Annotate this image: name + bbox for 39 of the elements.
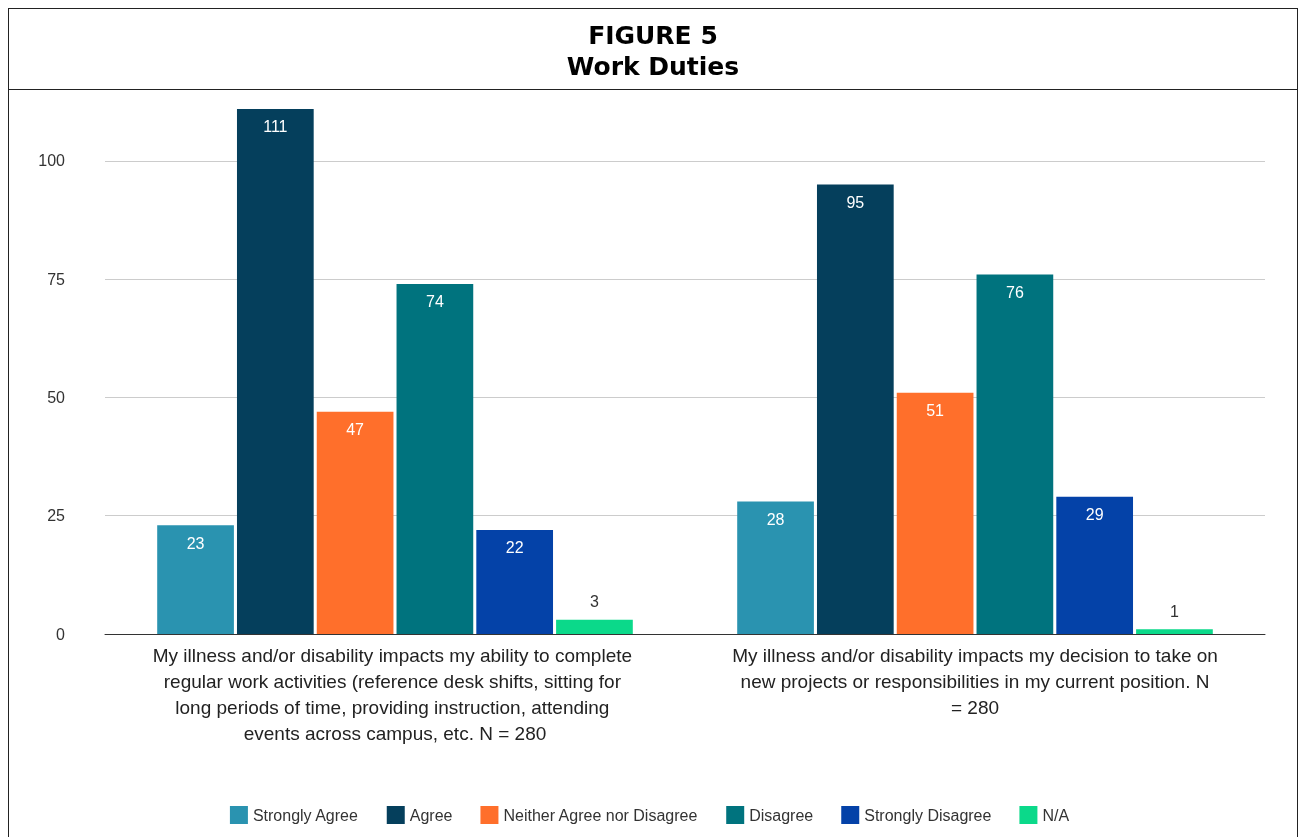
legend-label: Strongly Disagree — [864, 806, 992, 824]
bar — [316, 411, 394, 634]
bar — [816, 184, 894, 634]
bar — [476, 529, 554, 634]
data-label: 47 — [346, 421, 365, 439]
bar — [556, 619, 633, 634]
legend-label: Agree — [409, 806, 453, 824]
bar — [236, 108, 314, 634]
bar — [976, 274, 1054, 634]
data-label: 23 — [186, 534, 205, 552]
bar — [896, 392, 974, 634]
y-tick-label: 0 — [56, 625, 66, 643]
legend-label: Strongly Agree — [252, 806, 358, 824]
data-label: 76 — [1005, 283, 1024, 301]
y-tick-label: 50 — [47, 388, 66, 406]
bar — [1056, 496, 1134, 634]
chart-subtitle: Work Duties — [565, 51, 741, 82]
bar — [737, 501, 814, 634]
data-label: 51 — [926, 402, 945, 420]
y-tick-label: 75 — [47, 270, 66, 288]
data-label: 1 — [1169, 602, 1179, 620]
y-tick-label: 25 — [47, 507, 66, 525]
data-label: 95 — [846, 194, 865, 212]
bar — [1136, 629, 1213, 634]
data-label: 111 — [263, 118, 288, 136]
x-tick-label: My illness and/or disability impacts my decision to take on new projects or responsibilities in my current position. N = 280 — [732, 644, 1218, 718]
legend-label: Disagree — [749, 806, 814, 824]
y-tick-label: 100 — [38, 152, 66, 170]
data-label: 28 — [766, 511, 785, 529]
bar — [157, 525, 234, 634]
x-tick-label: My illness and/or disability impacts my ability to complete regular work activities (reference desk shifts, sitting for long periods of time, providing instruction, attending events across campus, etc. N = 280 — [152, 644, 638, 744]
legend-label: N/A — [1042, 806, 1070, 824]
bar — [396, 283, 474, 634]
data-label: 29 — [1085, 506, 1104, 524]
legend-label: Neither Agree nor Disagree — [503, 806, 698, 824]
data-label: 74 — [425, 293, 444, 311]
data-label: 22 — [505, 539, 524, 557]
chart-title: FIGURE 5 — [587, 20, 719, 51]
data-label: 3 — [589, 593, 599, 611]
